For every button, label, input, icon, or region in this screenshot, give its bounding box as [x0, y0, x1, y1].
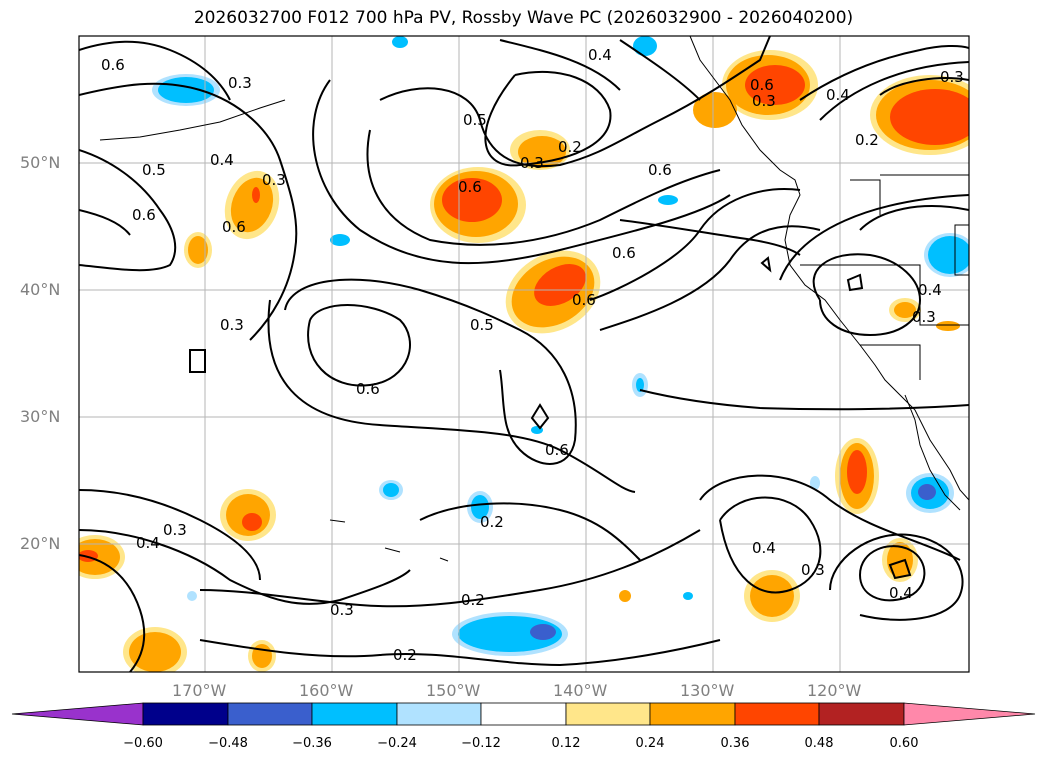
colorbar-bin [734, 702, 820, 726]
colorbar-bin [227, 702, 313, 726]
contour-label: 0.6 [458, 178, 482, 196]
anomaly-blob-positive [224, 170, 280, 240]
colorbar-extend-high [903, 702, 1036, 726]
contour-label: 0.5 [463, 111, 487, 129]
contour-label: 0.6 [222, 218, 246, 236]
contour-label: 0.2 [461, 591, 485, 609]
contour-label: 0.4 [889, 584, 913, 602]
colorbar-bin [311, 702, 398, 726]
anomaly-blob-negative [152, 74, 220, 106]
anomaly-blob-negative [924, 233, 969, 277]
colorbar-tick: −0.60 [123, 736, 163, 751]
anomaly-blob-positive [430, 167, 526, 243]
lon-label: 140°W [553, 681, 608, 700]
lon-label: 150°W [426, 681, 481, 700]
gridlines [79, 36, 969, 672]
contour-label: 0.3 [801, 561, 825, 579]
colorbar-tick: −0.24 [377, 736, 417, 751]
contour-label: 0.4 [826, 86, 850, 104]
contour-label: 0.4 [588, 46, 612, 64]
colorbar-bin [396, 702, 482, 726]
colorbar-bin [480, 702, 567, 726]
colorbar-tick: 0.36 [720, 736, 750, 751]
contour-label: 0.3 [220, 316, 244, 334]
contour-label: 0.6 [101, 56, 125, 74]
anomaly-blob-positive [744, 570, 800, 622]
lat-label: 20°N [20, 534, 61, 553]
contour-label: 0.2 [393, 646, 417, 664]
lon-label: 120°W [807, 681, 862, 700]
anomaly-blob-negative [452, 612, 568, 656]
lat-label: 30°N [20, 407, 61, 426]
lon-label: 130°W [680, 681, 735, 700]
contour-label: 0.6 [648, 161, 672, 179]
contour-label: 0.4 [210, 151, 234, 169]
lon-label: 160°W [299, 681, 354, 700]
contour-label: 0.3 [262, 171, 286, 189]
pv-contours [79, 36, 969, 672]
contour-label: 0.2 [558, 138, 582, 156]
contour-label: 0.5 [142, 161, 166, 179]
contour-label: 0.4 [752, 539, 776, 557]
contour-label: 0.3 [940, 68, 964, 86]
lon-label: 170°W [172, 681, 227, 700]
shading-layer [79, 36, 969, 672]
map-title: 2026032700 F012 700 hPa PV, Rossby Wave … [193, 8, 854, 28]
anomaly-blob-positive [693, 50, 818, 128]
anomaly-blob-positive [184, 232, 212, 268]
colorbar-tick: −0.12 [461, 736, 501, 751]
contour-label: 0.6 [612, 244, 636, 262]
anomaly-blob-negative [187, 36, 820, 601]
contour-label: 0.4 [136, 534, 160, 552]
contour-label: 0.6 [572, 291, 596, 309]
lat-label: 40°N [20, 280, 61, 299]
colorbar-tick: 0.24 [635, 736, 665, 751]
coastline [99, 36, 969, 562]
contour-label: 0.6 [132, 206, 156, 224]
colorbar-extend-low [11, 702, 144, 726]
anomaly-blob-positive [882, 538, 918, 582]
anomaly-blob-positive [505, 250, 601, 334]
lat-label: 50°N [20, 153, 61, 172]
contour-labels: 0.6 0.3 0.5 0.4 0.3 0.6 0.2 0.3 0.6 0.5 … [101, 46, 964, 664]
contour-label: 0.3 [520, 154, 544, 172]
anomaly-blob-positive [220, 489, 276, 541]
contour-label: 0.3 [228, 74, 252, 92]
anomaly-blob-positive [870, 75, 969, 155]
colorbar-bin [649, 702, 736, 726]
contour-label: 0.4 [918, 281, 942, 299]
colorbar-bin [565, 702, 651, 726]
anomaly-blob-negative [906, 473, 954, 513]
anomaly-blob-positive [123, 627, 187, 672]
colorbar-tick: 0.12 [551, 736, 581, 751]
colorbar-tick: 0.60 [889, 736, 919, 751]
colorbar-tick: −0.48 [208, 736, 248, 751]
colorbar [11, 702, 1036, 726]
colorbar-bin [142, 702, 229, 726]
contour-label: 0.3 [330, 601, 354, 619]
anomaly-blob-positive [835, 438, 879, 514]
anomaly-blob-positive [248, 640, 276, 672]
contour-label: 0.2 [855, 131, 879, 149]
plot-frame [78, 35, 970, 673]
contour-label: 0.6 [545, 441, 569, 459]
contour-label: 0.3 [912, 308, 936, 326]
colorbar-tick: −0.36 [292, 736, 332, 751]
contour-label: 0.5 [470, 316, 494, 334]
contour-label: 0.2 [480, 513, 504, 531]
contour-label: 0.3 [752, 92, 776, 110]
contour-label: 0.6 [356, 380, 380, 398]
colorbar-tick: 0.48 [804, 736, 834, 751]
colorbar-bin [818, 702, 905, 726]
contour-label: 0.3 [163, 521, 187, 539]
contour-label: 0.6 [750, 76, 774, 94]
